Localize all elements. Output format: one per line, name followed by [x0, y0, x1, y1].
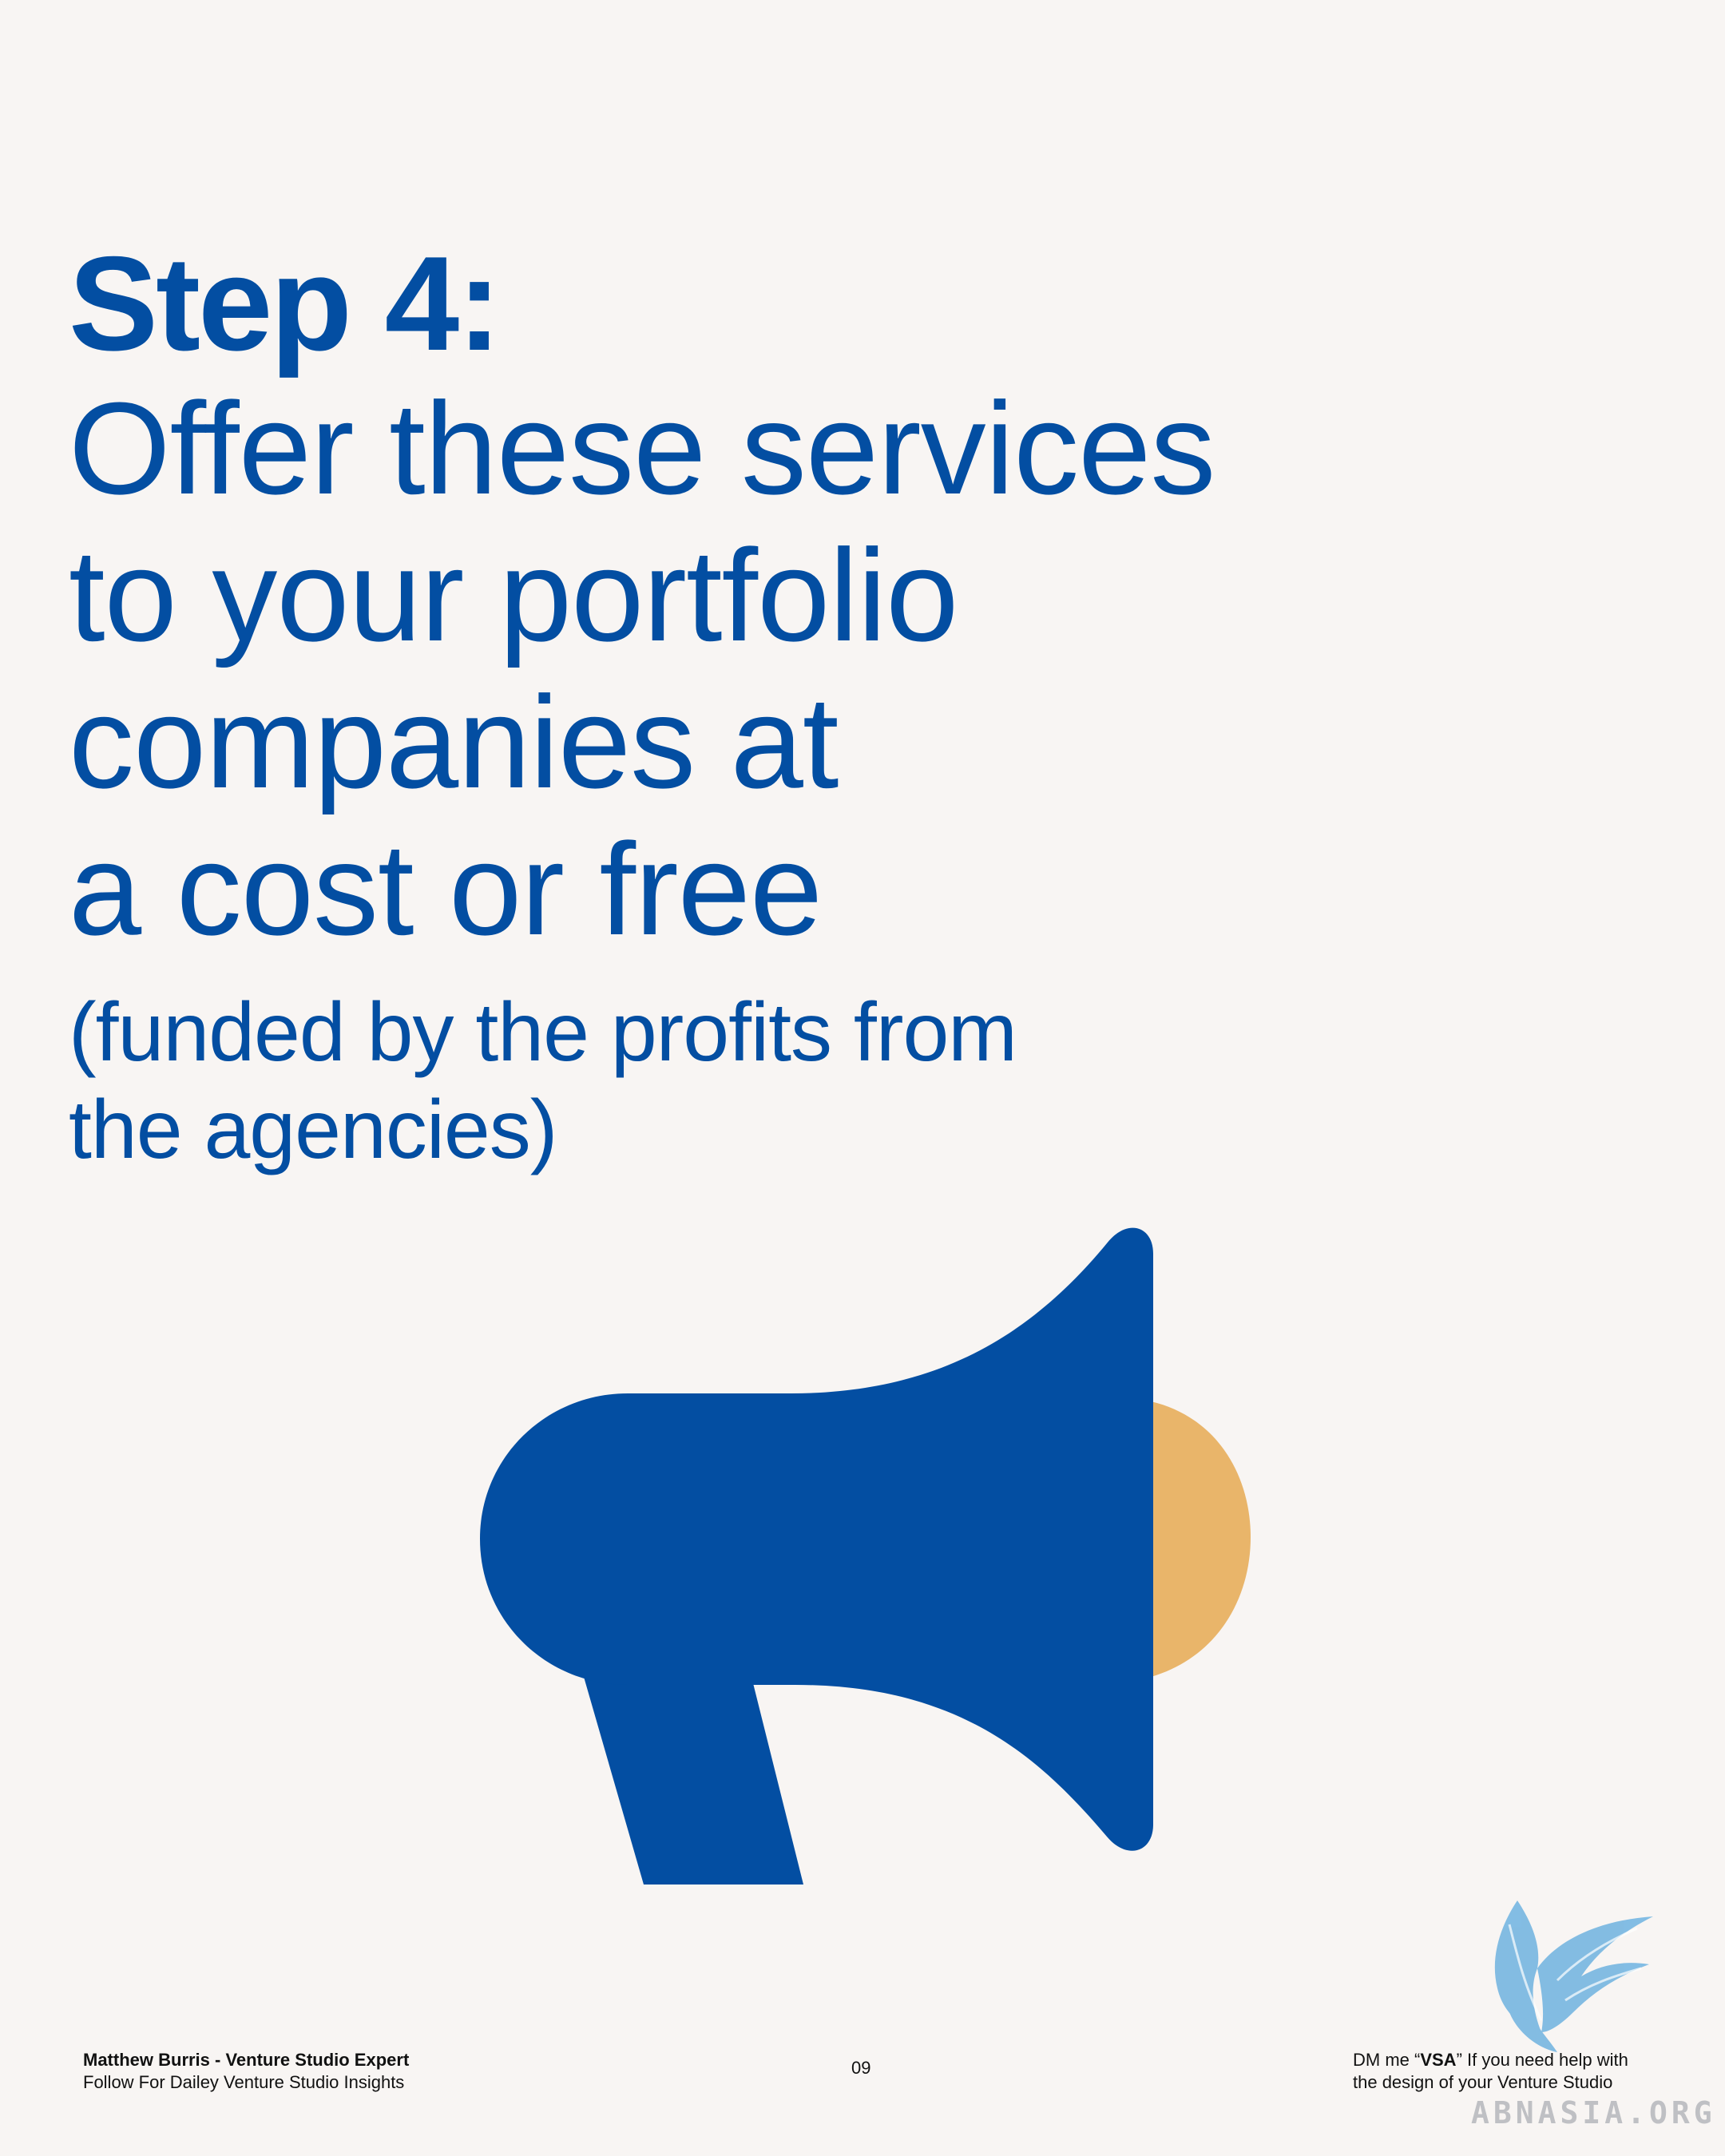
megaphone-handle: [584, 1677, 803, 1885]
headline-line-1: Offer these services: [69, 375, 1215, 521]
footer-tagline: Follow For Dailey Venture Studio Insight…: [83, 2072, 405, 2092]
subtitle-line-1: (funded by the profits from: [69, 986, 1017, 1079]
page-number: 09: [851, 2058, 871, 2078]
cta-keyword: VSA: [1420, 2050, 1457, 2070]
megaphone-body: [480, 1227, 1153, 1851]
footer-author-block: Matthew Burris - Venture Studio Expert F…: [83, 2049, 409, 2094]
megaphone-mouth: [1151, 1401, 1251, 1677]
headline-line-4: a cost or free: [69, 816, 823, 962]
bird-logo-icon: [1494, 1900, 1653, 2052]
megaphone-icon: [480, 1227, 1251, 1885]
footer-cta: DM me “VSA” If you need help with the de…: [1353, 2049, 1656, 2094]
watermark-text: ABNASIA.ORG: [1471, 2095, 1716, 2130]
headline: Step 4: Offer these services to your por…: [69, 232, 1586, 1179]
headline-line-2: to your portfolio: [69, 522, 958, 668]
subtitle: (funded by the profits from the agencies…: [69, 984, 1586, 1179]
cta-suffix: ” If you need help with: [1456, 2050, 1628, 2070]
headline-line-3: companies at: [69, 669, 839, 815]
step-title: Step 4:: [69, 228, 502, 378]
footer-cta-line-1: DM me “VSA” If you need help with: [1353, 2049, 1656, 2071]
footer-cta-line-2: the design of your Venture Studio: [1353, 2072, 1613, 2092]
footer-author: Matthew Burris - Venture Studio Expert: [83, 2050, 410, 2070]
subtitle-line-2: the agencies): [69, 1084, 557, 1176]
cta-prefix: DM me “: [1353, 2050, 1421, 2070]
